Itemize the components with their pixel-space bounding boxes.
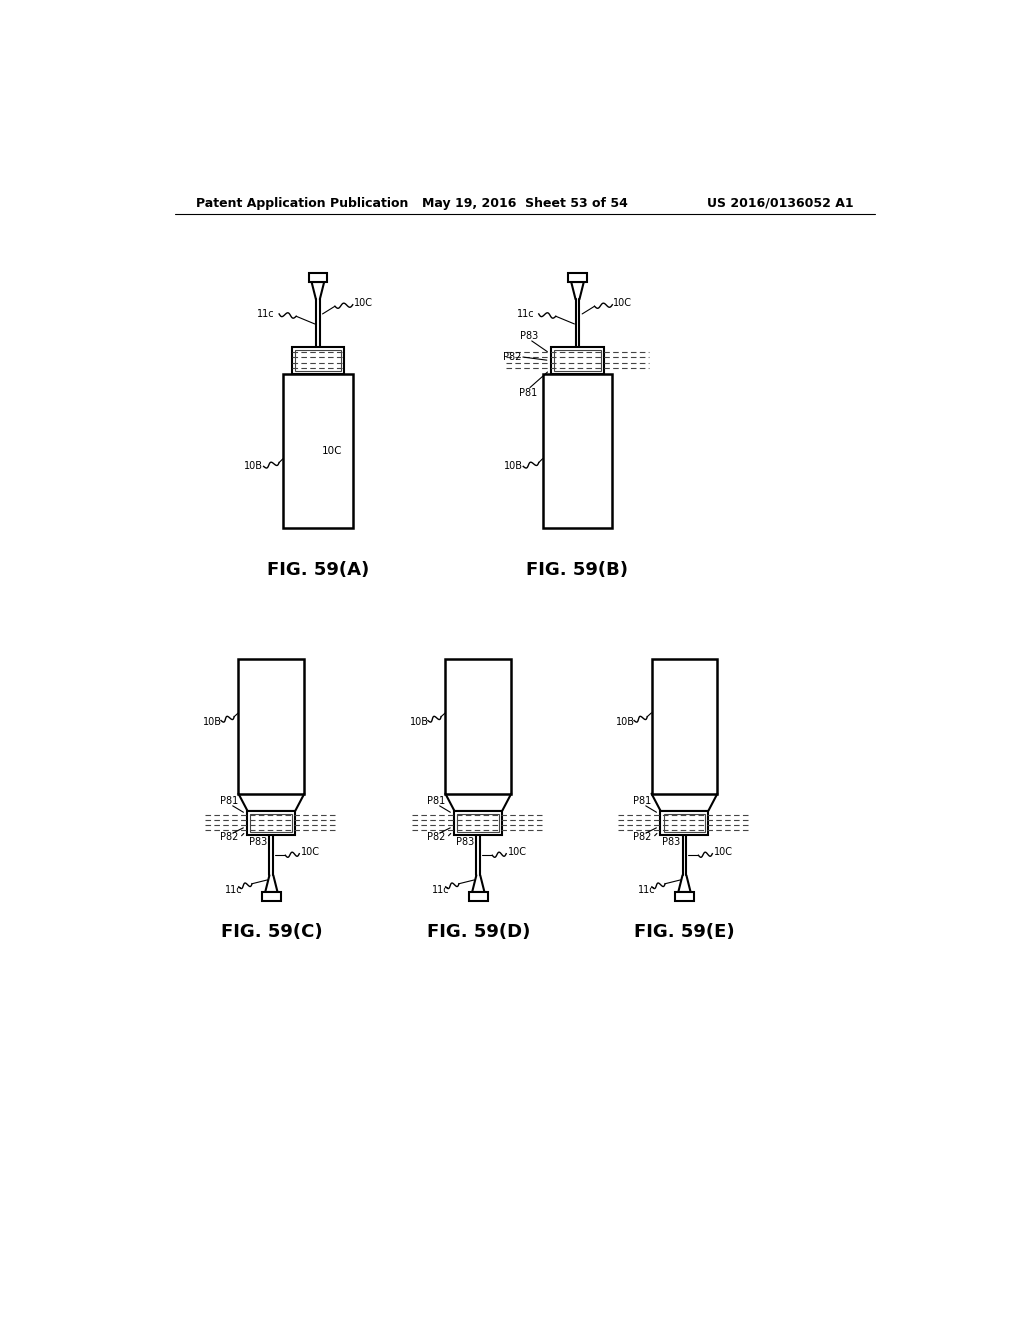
Text: 10B: 10B [504,462,523,471]
Text: P83: P83 [249,837,267,847]
Text: P82: P82 [427,833,445,842]
Text: May 19, 2016  Sheet 53 of 54: May 19, 2016 Sheet 53 of 54 [422,197,628,210]
Bar [239,659,304,793]
Text: 11c: 11c [432,884,450,895]
Bar [308,273,328,282]
Text: P81: P81 [220,796,239,807]
Text: 11c: 11c [257,309,275,319]
Text: P82: P82 [220,833,239,842]
Text: FIG. 59(B): FIG. 59(B) [526,561,629,579]
Bar [455,810,503,836]
Text: P82: P82 [503,351,521,362]
Text: 10C: 10C [508,847,526,857]
Text: P83: P83 [520,331,539,342]
Text: 10B: 10B [410,717,429,727]
Text: P81: P81 [427,796,445,807]
Text: 10B: 10B [203,717,222,727]
Text: P81: P81 [518,388,537,399]
Bar [543,374,612,528]
Text: FIG. 59(D): FIG. 59(D) [427,923,530,941]
Text: 11c: 11c [517,309,535,319]
Text: FIG. 59(A): FIG. 59(A) [266,561,369,579]
Text: P82: P82 [633,833,651,842]
Text: 11c: 11c [638,884,655,895]
Text: 10C: 10C [353,298,373,308]
Text: FIG. 59(E): FIG. 59(E) [634,923,735,941]
Text: 10C: 10C [322,446,342,455]
Text: 11c: 11c [225,884,243,895]
Text: Patent Application Publication: Patent Application Publication [197,197,409,210]
Text: 10B: 10B [245,462,263,471]
Text: 10C: 10C [714,847,733,857]
Bar [664,813,706,832]
Bar [469,892,487,902]
Text: 10B: 10B [616,717,635,727]
Bar [554,350,601,371]
Bar [675,892,693,902]
Text: P83: P83 [662,837,680,847]
Bar [295,350,341,371]
Text: 10C: 10C [301,847,319,857]
Bar [458,813,500,832]
Text: US 2016/0136052 A1: US 2016/0136052 A1 [707,197,853,210]
Bar [292,347,344,374]
Bar [248,810,295,836]
Text: FIG. 59(C): FIG. 59(C) [220,923,323,941]
Bar [262,892,281,902]
Bar [551,347,604,374]
Text: 10C: 10C [613,298,632,308]
Bar [445,659,511,793]
Bar [568,273,587,282]
Text: P83: P83 [456,837,474,847]
Bar [251,813,292,832]
Bar [283,374,352,528]
Bar [651,659,718,793]
Text: P81: P81 [633,796,651,807]
Bar [660,810,709,836]
